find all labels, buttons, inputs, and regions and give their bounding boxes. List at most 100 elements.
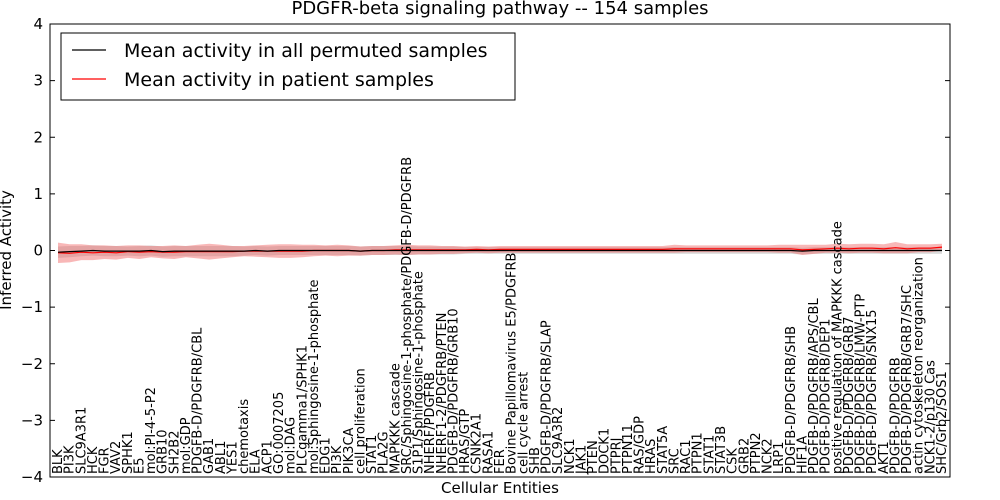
y-tick-label: 3 <box>33 72 43 90</box>
entity-label: RAS/GDP <box>633 416 648 474</box>
entity-label: EDG1 <box>319 437 334 474</box>
y-tick-label: 2 <box>33 128 43 146</box>
entity-label: SHB <box>528 447 543 474</box>
entity-label: VAV2 <box>109 441 124 474</box>
entity-label: PDGFB-D/PDGFRB/SHB <box>784 326 799 474</box>
entity-label: mol:PI-4-5-P2 <box>144 387 159 474</box>
entity-label: PIK3CA <box>342 427 357 474</box>
entity-label: BLK <box>51 449 66 474</box>
patient-band <box>58 242 942 263</box>
entity-label: PDGFB-D/PDGFRB/GRB7/SHC <box>900 285 915 474</box>
entity-label: NCK1-2/p130 Cas <box>923 360 938 474</box>
entity-label: RAC1 <box>679 439 694 474</box>
entity-label: NCK2 <box>761 438 776 474</box>
entity-label: GAB1 <box>202 438 217 474</box>
entity-label: E5 <box>132 457 147 474</box>
entity-label: PTPN1 <box>691 432 706 474</box>
entity-label: STAT1 <box>365 435 380 474</box>
entity-label: STAT3B <box>714 426 729 474</box>
entity-label: FER <box>493 449 508 474</box>
entity-label: PDGFB-D/PDGFRB <box>889 357 904 474</box>
entity-label: SPHK1 <box>121 431 136 474</box>
entity-label: NHERF/PDGFRB <box>423 372 438 474</box>
entity-label: HRAS/GTP <box>458 409 473 474</box>
entity-label: PTEN <box>586 440 601 474</box>
entity-label: PDGFB-D/PDGFRB/LMW-PTP <box>854 294 869 474</box>
entity-label: SRC <box>668 448 683 474</box>
legend: Mean activity in all permuted samples Me… <box>60 32 516 101</box>
entity-label: positive regulation of MAPKKK cascade <box>830 221 845 474</box>
entity-label: S1P1/Sphingosine-1-phosphate <box>412 271 427 474</box>
series-lines <box>57 246 943 254</box>
entity-label: cell cycle arrest <box>516 372 531 474</box>
entity-label: PDGFB-D/PDGFRB/GRB10 <box>447 308 462 474</box>
entity-label: PDGFB-D/PDGFRB/GRB7 <box>842 317 857 474</box>
y-tick-label: −3 <box>21 411 43 429</box>
entity-label: mol:Sphingosine-1-phosphate <box>307 280 322 474</box>
entity-label: PTPN2 <box>749 432 764 474</box>
entity-label: HCK <box>86 446 101 474</box>
y-axis-ticks: −4 −3 −2 −1 0 1 2 3 4 <box>21 15 950 486</box>
entity-label: actin cytoskeleton reorganization <box>912 257 927 474</box>
entity-label: STAT1 <box>702 435 717 474</box>
entity-label: PLA2G <box>377 431 392 474</box>
entity-label: RASA1 <box>481 431 496 474</box>
x-axis-label: Cellular Entities <box>441 479 559 497</box>
entity-label: CSK <box>726 448 741 474</box>
entity-label: SRC/Sphingosine-1-phosphate/PDGFB-D/PDGF… <box>400 157 415 474</box>
y-tick-label: −1 <box>21 298 43 316</box>
entity-label: mol:GDP <box>179 417 194 474</box>
entity-label: AKT1 <box>877 441 892 474</box>
entity-label: ELA <box>249 449 264 474</box>
y-tick-label: −4 <box>21 468 43 486</box>
entity-label: cell proliferation <box>353 368 368 474</box>
y-tick-label: 0 <box>33 242 43 260</box>
entity-label: PDGFB-D/PDGFRB/SLAP <box>540 320 555 474</box>
entity-label: PDGFB-D/PDGFRB/APS/CBL <box>807 298 822 474</box>
entity-label: GRB10 <box>156 429 171 474</box>
entity-label: PLCgamma1/SPHK1 <box>295 345 310 474</box>
entity-label: YES1 <box>226 441 241 475</box>
entity-label: chemotaxis <box>237 399 252 474</box>
legend-patient-label: Mean activity in patient samples <box>124 69 434 91</box>
entity-label: PI3K <box>63 445 78 474</box>
entity-labels: BLKPI3KSLC9A3R1HCKFGRVAV2SPHK1E5mol:PI-4… <box>51 157 950 475</box>
y-tick-label: 4 <box>33 15 43 33</box>
y-tick-label: −2 <box>21 355 43 373</box>
entity-label: PI3K <box>330 445 345 474</box>
entity-label: MAPKKK cascade <box>388 363 403 474</box>
entity-label: SLC9A3R1 <box>74 407 89 474</box>
entity-label: PDGFB-D/PDGFRB/SNX15 <box>865 309 880 474</box>
entity-label: mol:DAG <box>284 417 299 474</box>
entity-label: GO:0007205 <box>272 392 287 474</box>
entity-label: STAT5A <box>656 426 671 474</box>
confidence-bands <box>58 242 942 263</box>
chart-title: PDGFR-beta signaling pathway -- 154 samp… <box>291 0 708 19</box>
legend-box <box>60 32 516 101</box>
legend-permuted-label: Mean activity in all permuted samples <box>124 40 487 62</box>
entity-label: SH2B2 <box>167 430 182 474</box>
entity-label: HIF1A <box>795 436 810 474</box>
entity-label: SHC/Grb2/SOS1 <box>935 371 950 474</box>
entity-label: CSNK2A1 <box>470 413 485 474</box>
entity-label: NHERF1-2/PDGFRB/PTEN <box>435 313 450 474</box>
y-tick-label: 1 <box>33 185 43 203</box>
entity-label: HRAS <box>644 439 659 474</box>
entity-label: GRB2 <box>737 438 752 474</box>
entity-label: FGR <box>98 447 113 474</box>
permuted-mean-line <box>57 249 942 253</box>
entity-label: DOCK1 <box>598 428 613 474</box>
entity-label: LRP1 <box>772 442 787 474</box>
entity-label: ACP1 <box>260 440 275 474</box>
entity-label: Bovine Papillomavirus E5/PDGFRB <box>505 253 520 474</box>
entity-label: PTPRJ <box>609 437 624 474</box>
entity-label: PDGFB-D/PDGFRB/DEP1 <box>819 319 834 474</box>
y-axis-label: Inferred Activity <box>0 190 15 310</box>
entity-label: JAK1 <box>574 445 589 475</box>
entity-label: NCK1 <box>563 438 578 474</box>
entity-label: SLC9A3R2 <box>551 407 566 474</box>
entity-label: PTPN11 <box>621 424 636 474</box>
entity-label: ABL1 <box>214 441 229 474</box>
entity-label: PDGFB-D/PDGFRB/CBL <box>191 327 206 474</box>
